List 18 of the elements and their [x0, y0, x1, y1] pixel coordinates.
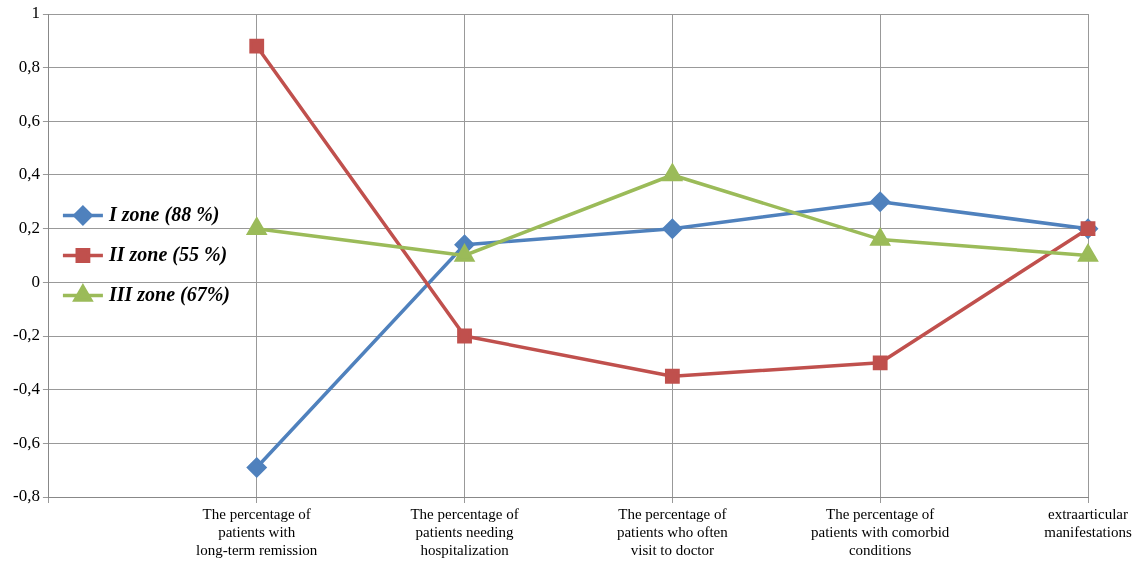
- y-tick-label: -0,2: [12, 325, 40, 345]
- y-tick-label: 0: [31, 271, 40, 291]
- x-tick-label: The percentage of patients with comorbid conditions: [811, 505, 950, 558]
- y-tick-label: 0,4: [18, 164, 41, 184]
- y-tick-label: 1: [31, 3, 40, 23]
- y-tick-label: -0,6: [12, 432, 40, 452]
- legend-label: II zone (55 %): [107, 242, 228, 266]
- x-tick-label: The percentage of patients with long-term remission: [196, 505, 318, 558]
- x-tick-label: The percentage of patients needing hospitalization: [410, 505, 519, 558]
- x-tick-label: The percentage of patients who often visit to doctor: [616, 505, 729, 558]
- legend-label: III zone (67%): [107, 282, 231, 306]
- x-tick-label: extraarticular manifestations: [1044, 505, 1132, 540]
- y-tick-label: 0,6: [18, 110, 40, 130]
- legend-label: I zone (88 %): [107, 202, 220, 226]
- y-tick-label: -0,8: [12, 486, 40, 506]
- y-tick-label: 0,2: [18, 218, 40, 238]
- y-tick-label: 0,8: [18, 57, 40, 77]
- y-tick-label: -0,4: [12, 379, 41, 399]
